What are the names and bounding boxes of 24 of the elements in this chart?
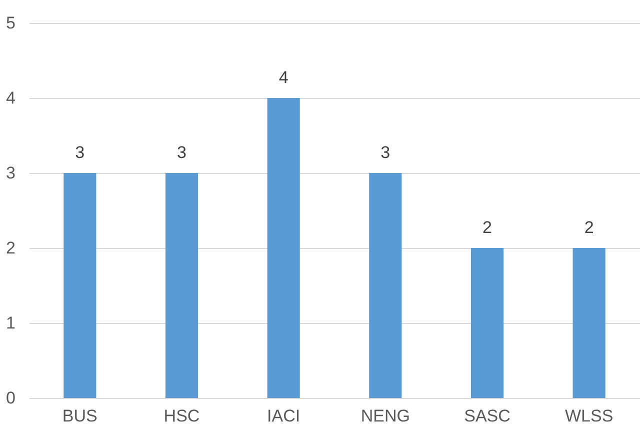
x-tick-label: BUS — [62, 406, 98, 426]
x-tick-label: HSC — [164, 406, 200, 426]
data-label: 2 — [584, 218, 594, 237]
y-tick-label: 5 — [6, 14, 16, 32]
bar — [267, 98, 300, 398]
bar — [572, 248, 606, 398]
x-tick-label: WLSS — [564, 406, 614, 426]
bar — [470, 248, 504, 398]
bar — [369, 173, 402, 398]
x-tick-label: IACI — [267, 406, 300, 426]
y-tick-label: 4 — [6, 88, 16, 108]
data-label: 2 — [482, 218, 492, 237]
bar — [165, 173, 198, 398]
data-label: 3 — [75, 143, 85, 162]
y-tick-label: 3 — [6, 164, 16, 182]
y-tick-label: 0 — [6, 388, 16, 408]
bar — [64, 173, 96, 398]
data-label: 4 — [278, 68, 288, 87]
y-tick-label: 2 — [6, 238, 16, 258]
data-label: 3 — [380, 143, 390, 162]
x-tick-label: SASC — [464, 406, 510, 426]
y-tick-label: 1 — [6, 314, 16, 332]
x-tick-label: NENG — [360, 406, 410, 426]
data-label: 3 — [177, 143, 186, 162]
